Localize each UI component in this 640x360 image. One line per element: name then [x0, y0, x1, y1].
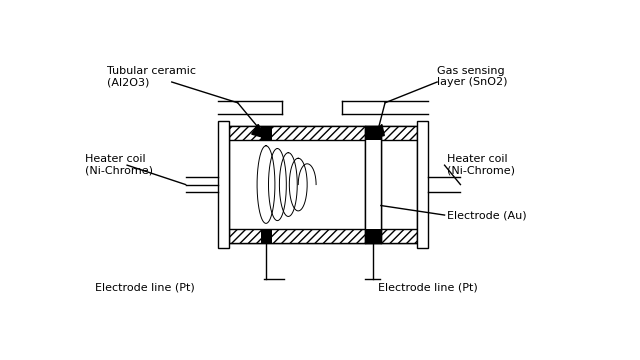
- Text: Electrode line (Pt): Electrode line (Pt): [378, 282, 477, 292]
- Bar: [261, 229, 272, 243]
- Polygon shape: [252, 125, 267, 138]
- Text: Electrode line (Pt): Electrode line (Pt): [95, 282, 195, 292]
- Bar: [229, 126, 417, 243]
- Bar: [365, 126, 381, 140]
- Bar: [365, 229, 381, 243]
- Polygon shape: [372, 125, 384, 138]
- Text: Gas sensing
layer (SnO2): Gas sensing layer (SnO2): [437, 66, 508, 87]
- Bar: [229, 126, 417, 140]
- Text: Heater coil
(Ni-Chrome): Heater coil (Ni-Chrome): [447, 154, 515, 176]
- Bar: [261, 126, 272, 140]
- Text: Tubular ceramic
(Al2O3): Tubular ceramic (Al2O3): [108, 66, 196, 87]
- Text: Heater coil
(Ni-Chrome): Heater coil (Ni-Chrome): [85, 154, 153, 176]
- Bar: [229, 229, 417, 243]
- Bar: [218, 121, 229, 248]
- Bar: [365, 140, 381, 229]
- Bar: [417, 121, 428, 248]
- Bar: [365, 126, 381, 243]
- Text: Electrode (Au): Electrode (Au): [447, 210, 527, 220]
